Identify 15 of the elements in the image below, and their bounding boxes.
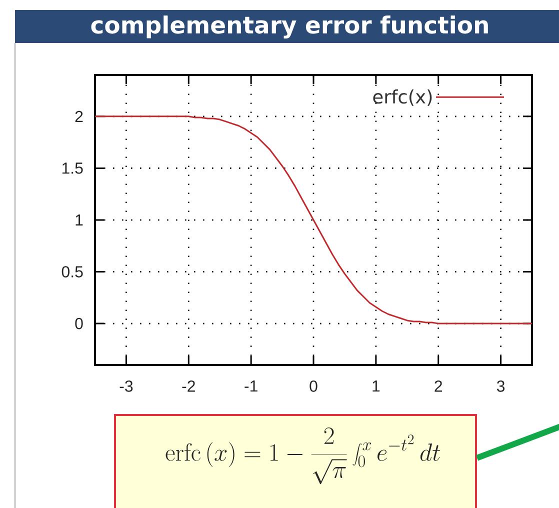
- x-tick-label: 1: [372, 380, 380, 392]
- x-tick-label: 0: [310, 380, 318, 392]
- x-tick-label: -1: [244, 380, 258, 392]
- x-tick-label: -3: [120, 380, 133, 392]
- chart-title: complementary error function: [91, 16, 488, 38]
- y-tick-label: 1.5: [62, 162, 83, 174]
- x-tick-label: 3: [496, 380, 505, 392]
- y-tick-label: 2: [75, 110, 83, 122]
- y-tick-label: 1: [76, 214, 83, 226]
- x-tick-label: 2: [434, 380, 442, 392]
- y-tick-label: 0.5: [62, 266, 83, 278]
- legend-label: erfc(x): [373, 89, 432, 106]
- x-tick-label: -2: [182, 380, 195, 392]
- y-tick-label: 0: [75, 318, 83, 330]
- text: $\mathrm{erfc}\,(x) = 1 - \frac{2}{\sqrt{\pi}} \int_0^x e^{-t^2}\,dt$: [166, 427, 440, 484]
